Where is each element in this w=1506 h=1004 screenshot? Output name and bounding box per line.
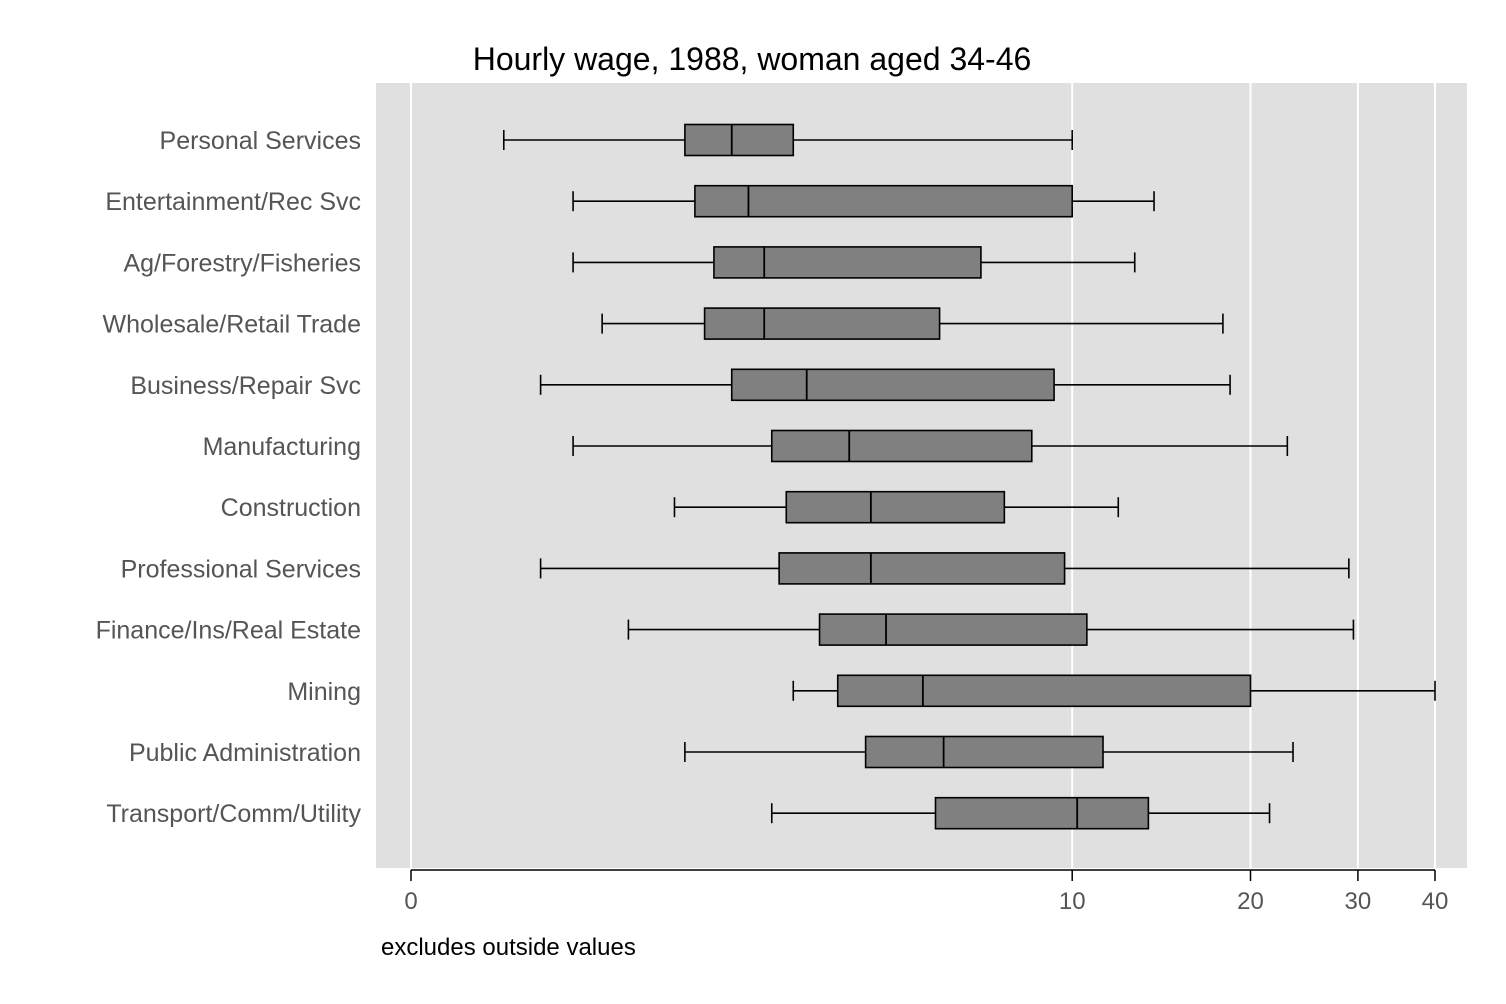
- category-label: Business/Repair Svc: [130, 372, 361, 400]
- iqr-box: [864, 735, 1104, 769]
- box-9: [627, 613, 1355, 646]
- box-5: [539, 368, 1231, 402]
- iqr-box: [818, 613, 1088, 646]
- iqr-box: [785, 490, 1006, 524]
- category-label: Construction: [221, 494, 361, 522]
- iqr-box: [684, 123, 795, 157]
- chart-title: Hourly wage, 1988, woman aged 34-46: [473, 41, 1032, 77]
- box-1: [502, 123, 1074, 157]
- category-labels: Personal Services Entertainment/Rec Svc Ag…: [96, 127, 362, 828]
- x-tick-label: 30: [1345, 888, 1372, 915]
- box-12: [770, 796, 1271, 830]
- box-3: [572, 246, 1136, 279]
- category-label: Finance/Ins/Real Estate: [96, 617, 361, 645]
- box-11: [684, 735, 1294, 769]
- iqr-box: [713, 246, 982, 279]
- category-label: Entertainment/Rec Svc: [105, 188, 361, 216]
- category-label: Transport/Comm/Utility: [106, 800, 361, 828]
- chart-note: excludes outside values: [381, 934, 636, 961]
- category-label: Professional Services: [121, 555, 361, 583]
- iqr-box: [703, 307, 941, 340]
- category-label: Wholesale/Retail Trade: [103, 311, 361, 339]
- iqr-box: [934, 796, 1150, 830]
- box-2: [572, 184, 1155, 218]
- iqr-box: [770, 429, 1033, 463]
- iqr-box: [694, 184, 1074, 218]
- box-7: [673, 490, 1120, 524]
- x-tick-label: 20: [1237, 888, 1264, 915]
- iqr-box: [778, 552, 1066, 585]
- category-label: Public Administration: [129, 739, 361, 767]
- box-4: [601, 307, 1224, 340]
- box-6: [572, 429, 1289, 463]
- category-label: Personal Services: [160, 127, 361, 155]
- x-tick-label: 10: [1059, 888, 1086, 915]
- category-label: Ag/Forestry/Fisheries: [123, 249, 361, 277]
- iqr-box: [836, 674, 1252, 708]
- category-label: Manufacturing: [203, 433, 361, 461]
- x-tick-label: 40: [1422, 888, 1449, 915]
- x-tick-label: 0: [404, 888, 417, 915]
- box-series: [502, 123, 1436, 830]
- box-8: [539, 552, 1350, 585]
- category-label: Mining: [287, 678, 361, 706]
- x-axis-ticks: 0 10 20 30 40: [404, 870, 1448, 915]
- box-10: [792, 674, 1436, 708]
- iqr-box: [730, 368, 1055, 402]
